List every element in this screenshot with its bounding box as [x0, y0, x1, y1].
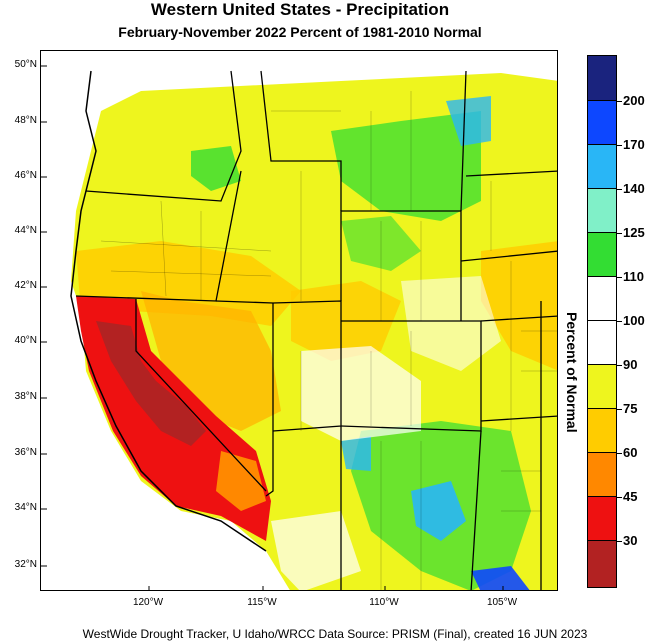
legend-swatch-200 — [588, 56, 616, 101]
lon-label-115w: 115°W — [247, 597, 277, 608]
legend-swatch-100 — [588, 277, 616, 321]
legend-label-30: 30 — [623, 533, 638, 548]
pacific-coastline — [70, 70, 267, 552]
zone-darkred-central-valley — [96, 321, 206, 446]
legend-tick — [617, 145, 622, 146]
latitude-ticks — [41, 65, 47, 567]
legend-tick — [617, 101, 622, 102]
legend-swatch-45 — [588, 453, 616, 497]
lat-label-46n: 46°N — [14, 170, 37, 181]
zone-green-idaho-north — [191, 146, 241, 191]
zone-white-colorado — [401, 276, 501, 371]
legend-swatch-110 — [588, 233, 616, 277]
lon-label-105w: 105°W — [486, 597, 518, 608]
lon-label-120w: 120°W — [132, 597, 164, 608]
legend-tick — [617, 409, 622, 410]
legend-label-110: 110 — [623, 269, 644, 284]
legend-label-200: 200 — [623, 93, 645, 108]
legend-tick — [617, 365, 622, 366]
zone-blue-arizona — [341, 436, 371, 471]
legend-swatch-125 — [588, 189, 616, 233]
map-subtitle: February-November 2022 Percent of 1981-2… — [118, 24, 482, 40]
legend-tick — [617, 321, 622, 322]
lat-label-40n: 40°N — [14, 335, 37, 346]
legend-label-170: 170 — [623, 137, 645, 152]
legend-swatch-140 — [588, 145, 616, 189]
legend-tick — [617, 497, 622, 498]
legend-swatch-30 — [588, 497, 616, 541]
legend-label-140: 140 — [623, 181, 645, 196]
zone-darkorange-southern-ca — [216, 451, 266, 511]
zone-blue-montana-north — [446, 96, 491, 146]
legend-tick — [617, 541, 622, 542]
lat-label-38n: 38°N — [14, 391, 37, 402]
lat-label-44n: 44°N — [14, 225, 37, 236]
legend-title: Percent of Normal — [564, 312, 580, 433]
legend-swatch-170 — [588, 101, 616, 145]
legend-label-45: 45 — [623, 489, 638, 504]
legend-label-75: 75 — [623, 401, 638, 416]
legend-tick — [617, 453, 622, 454]
legend-label-125: 125 — [623, 225, 645, 240]
lon-label-110w: 110°W — [369, 597, 399, 608]
lat-label-48n: 48°N — [14, 115, 37, 126]
precipitation-map — [40, 50, 558, 591]
zone-darkblue-nm-southeast — [471, 566, 530, 590]
source-footer: WestWide Drought Tracker, U Idaho/WRCC D… — [82, 627, 588, 641]
legend-swatch-below-30 — [588, 541, 616, 587]
legend-colorbar — [587, 55, 617, 588]
lat-label-42n: 42°N — [14, 280, 37, 291]
legend-tick — [617, 277, 622, 278]
legend-label-60: 60 — [623, 445, 638, 460]
legend-tick — [617, 233, 622, 234]
lat-label-36n: 36°N — [14, 447, 37, 458]
zone-blue-nm-south — [411, 481, 466, 541]
legend-swatch-75 — [588, 365, 616, 409]
lat-label-50n: 50°N — [14, 59, 37, 70]
zone-green-montana — [331, 111, 481, 221]
lat-label-34n: 34°N — [14, 502, 37, 513]
legend-label-90: 90 — [623, 357, 638, 372]
zone-orange-plains — [481, 241, 557, 371]
lat-label-32n: 32°N — [14, 559, 37, 570]
zone-white-arizona-south — [271, 511, 361, 590]
longitude-ticks — [148, 586, 504, 590]
zone-orange-nevada — [141, 291, 281, 431]
legend-swatch-90 — [588, 321, 616, 365]
map-title: Western United States - Precipitation — [150, 0, 450, 19]
legend-tick — [617, 189, 622, 190]
zone-white-four-corners — [301, 346, 421, 441]
zone-green-wyoming — [341, 216, 421, 271]
map-canvas — [41, 51, 557, 590]
state-boundaries — [75, 70, 557, 590]
legend-label-100: 100 — [623, 313, 645, 328]
county-lines — [100, 91, 557, 590]
legend-swatch-60 — [588, 409, 616, 453]
